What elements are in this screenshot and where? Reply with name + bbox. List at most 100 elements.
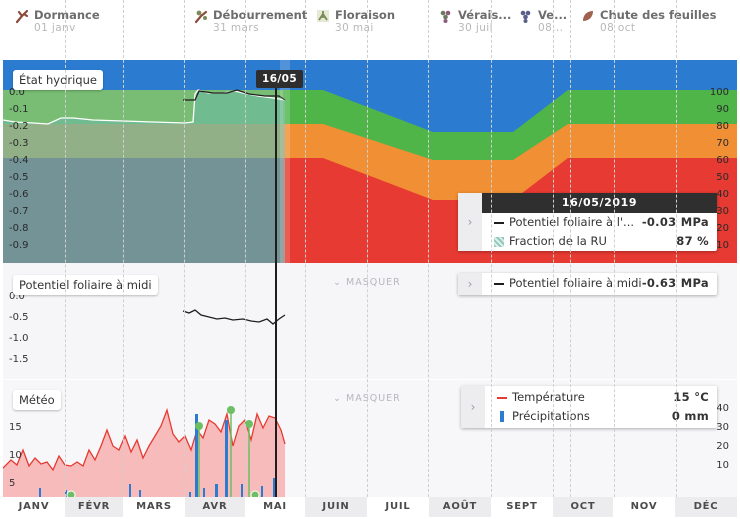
stage-date: 31 mars bbox=[213, 22, 259, 34]
month-label[interactable]: SEPT bbox=[506, 501, 538, 512]
hydric-left-tick-label: -0.8 bbox=[9, 223, 29, 234]
tooltip-label: Potentiel foliaire à l'... bbox=[509, 215, 635, 229]
hydric-right-tick-label: 70 bbox=[716, 138, 729, 149]
month-label[interactable]: AVR bbox=[185, 497, 245, 517]
hydric-right-tick-label: 10 bbox=[716, 240, 729, 251]
meteo-panel: 15 10 5 40 30 20 10 Météo ⌄ MASQUER › Tempéra… bbox=[2, 380, 737, 500]
precip-bar bbox=[195, 414, 198, 497]
month-label[interactable]: DÉC bbox=[675, 497, 737, 517]
month-label[interactable]: NOV bbox=[630, 501, 658, 512]
precip-bar bbox=[273, 478, 276, 497]
precip-bar bbox=[65, 490, 67, 497]
time-cursor[interactable] bbox=[275, 78, 277, 497]
hydric-right-tick-label: 80 bbox=[716, 121, 729, 132]
hydric-panel-title: État hydrique bbox=[13, 70, 103, 90]
leaf-tick-label: 0.0 bbox=[9, 291, 25, 302]
leaf-hide-button[interactable]: ⌄ MASQUER bbox=[333, 277, 401, 288]
leaf-potential-panel: 0.0 -0.5 -1.0 -1.5 Potentiel foliaire à mid… bbox=[3, 263, 737, 379]
hydric-right-tick-label: 50 bbox=[716, 172, 729, 183]
meteo-right-tick-label: 10 bbox=[716, 460, 729, 471]
card-expand-chevron-icon[interactable]: › bbox=[458, 273, 482, 295]
month-label[interactable]: AOÛT bbox=[429, 497, 491, 517]
tooltip-value: 87 % bbox=[676, 234, 709, 248]
month-label[interactable]: OCT bbox=[553, 497, 613, 517]
stage-date: 08... bbox=[538, 22, 564, 34]
gridline bbox=[65, 0, 66, 497]
month-label[interactable]: FÉVR bbox=[65, 497, 123, 517]
stage-name: Floraison bbox=[335, 8, 396, 22]
hydric-panel: 0.0 -0.1 -0.2 -0.3 -0.4 -0.5 -0.6 -0.7 -0.8 -0.9 … bbox=[2, 60, 737, 263]
hydric-right-tick-label: 90 bbox=[716, 104, 729, 115]
hydric-right-tick-label: 60 bbox=[716, 155, 729, 166]
month-label[interactable]: JUIL bbox=[385, 501, 411, 512]
leaf-potential-chart: 0.0 -0.5 -1.0 -1.5 bbox=[9, 291, 286, 365]
meteo-left-tick-label: 10 bbox=[9, 450, 22, 461]
month-axis: JANV FÉVR MARS AVR MAI JUIN JUIL AOÛT SE… bbox=[3, 497, 737, 519]
chevron-down-icon: ⌄ bbox=[333, 277, 342, 288]
month-label[interactable]: JANV bbox=[18, 501, 50, 512]
tooltip-row-ru: Fraction de la RU 87 % bbox=[482, 232, 717, 251]
precip-marker bbox=[227, 406, 235, 414]
gridline bbox=[367, 0, 368, 497]
precipitation-bars bbox=[39, 414, 276, 497]
month-label[interactable]: MAI bbox=[263, 501, 287, 512]
hydric-right-tick-label: 20 bbox=[716, 223, 729, 234]
cursor-date-tag: 16/05 bbox=[256, 70, 304, 88]
tooltip-row-leaf-potential: Potentiel foliaire à l'... -0.03 MPa bbox=[482, 213, 717, 232]
meteo-left-tick-label: 5 bbox=[9, 478, 15, 489]
month-label[interactable]: MARS bbox=[136, 501, 172, 512]
hydric-right-tick-label: 30 bbox=[716, 206, 729, 217]
hydric-left-tick-label: -0.2 bbox=[9, 121, 29, 132]
leaf-panel-title: Potentiel foliaire à midi bbox=[13, 275, 158, 295]
hydric-left-tick-label: -0.4 bbox=[9, 155, 29, 166]
tooltip-label: Précipitations bbox=[512, 409, 590, 423]
month-label[interactable]: JUIN bbox=[305, 497, 367, 517]
meteo-hide-button[interactable]: ⌄ MASQUER bbox=[333, 393, 401, 404]
tooltip-value: 0 mm bbox=[671, 409, 709, 423]
leaf-fall-icon bbox=[580, 8, 596, 24]
precip-bar bbox=[241, 484, 243, 497]
precip-marker bbox=[245, 420, 253, 428]
hydric-right-axis: 100 90 80 70 60 50 40 30 20 10 bbox=[710, 87, 729, 251]
stage-date: 08 oct bbox=[600, 22, 636, 34]
meteo-left-axis: 15 10 5 bbox=[9, 422, 22, 489]
tooltip-row-temperature: Température 15 °C bbox=[485, 388, 717, 407]
tooltip-value: -0.63 MPa bbox=[641, 276, 709, 290]
tooltip-label: Température bbox=[512, 390, 585, 404]
tooltip-label: Potentiel foliaire à midi bbox=[509, 276, 642, 290]
stage-date: 30 juil bbox=[458, 22, 493, 34]
precip-bar bbox=[189, 492, 191, 497]
gridline bbox=[491, 0, 492, 497]
ru-fraction-area bbox=[3, 90, 285, 263]
card-expand-chevron-icon[interactable]: › bbox=[461, 386, 485, 428]
hydric-left-axis: 0.0 -0.1 -0.2 -0.3 -0.4 -0.5 -0.6 -0.7 -0.8 -0.9 bbox=[9, 87, 29, 251]
hydric-left-tick-label: 0.0 bbox=[9, 87, 25, 98]
tooltip-value: -0.03 MPa bbox=[641, 215, 709, 229]
meteo-right-tick-label: 30 bbox=[716, 422, 729, 433]
meteo-tooltip-card: › Température 15 °C Précipitations 0 mm bbox=[461, 386, 717, 428]
gridline bbox=[614, 0, 615, 497]
leaf-potential-midday-line bbox=[182, 309, 286, 325]
leaf-tick-label: -1.5 bbox=[9, 354, 29, 365]
meteo-right-tick-label: 40 bbox=[716, 403, 729, 414]
tooltip-label: Fraction de la RU bbox=[509, 234, 607, 248]
precip-marker bbox=[195, 422, 203, 430]
gridline bbox=[245, 0, 246, 497]
tooltip-row-precipitation: Précipitations 0 mm bbox=[485, 407, 717, 426]
stage-name: Ve... bbox=[538, 8, 568, 22]
precip-bar bbox=[225, 420, 228, 497]
meteo-left-tick-label: 15 bbox=[9, 422, 22, 433]
dormance-branch-icon bbox=[14, 8, 30, 24]
gridline bbox=[305, 0, 306, 497]
card-expand-chevron-icon[interactable]: › bbox=[458, 193, 482, 251]
stage-name: Débourrement bbox=[213, 8, 308, 22]
leaf-tooltip-card: › Potentiel foliaire à midi -0.63 MPa bbox=[458, 273, 717, 295]
stage-date: 30 mai bbox=[335, 22, 374, 34]
meteo-right-tick-label: 20 bbox=[716, 441, 729, 452]
tooltip-value: 15 °C bbox=[673, 390, 709, 404]
gridline bbox=[570, 0, 571, 497]
floraison-flower-icon bbox=[315, 8, 331, 24]
leaf-tick-label: -0.5 bbox=[9, 312, 29, 323]
leaf-left-axis: 0.0 -0.5 -1.0 -1.5 bbox=[9, 291, 29, 365]
